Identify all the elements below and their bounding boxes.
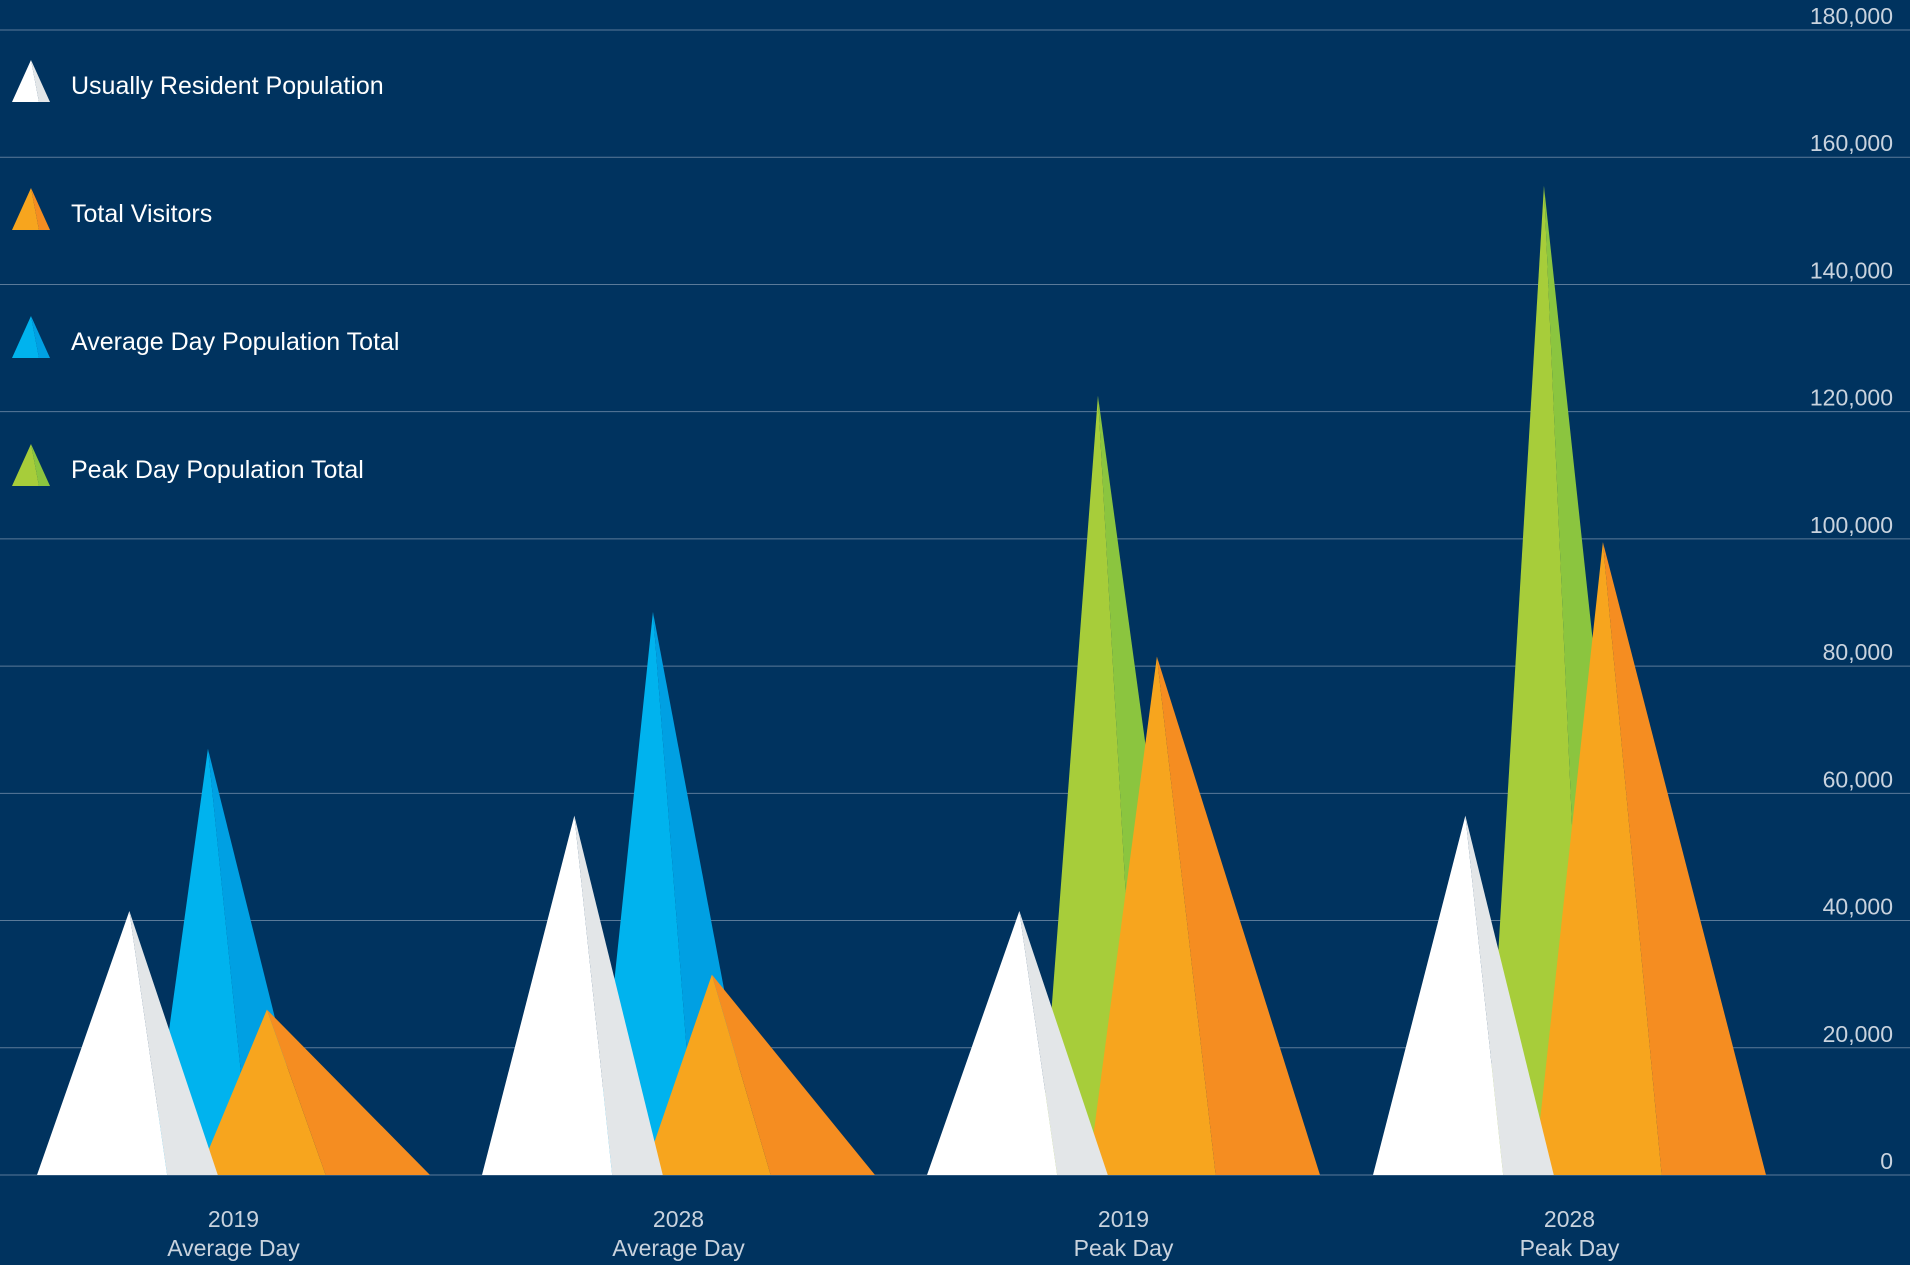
orange-triangle-icon — [12, 188, 50, 230]
legend-label: Peak Day Population Total — [71, 456, 364, 484]
legend-label: Average Day Population Total — [71, 328, 400, 356]
y-tick-label: 0 — [1880, 1148, 1893, 1174]
y-tick-label: 80,000 — [1823, 639, 1893, 665]
total-visitors-peak-shade — [711, 974, 875, 1175]
x-tick-label: Peak Day — [1520, 1235, 1620, 1261]
y-tick-label: 180,000 — [1810, 3, 1893, 29]
y-tick-label: 60,000 — [1823, 766, 1893, 792]
x-tick-label: 2019 — [208, 1206, 259, 1232]
total-visitors-peak-shade — [1156, 656, 1320, 1175]
total-population-peak-shade — [1543, 185, 1651, 1175]
blue-triangle-icon — [12, 316, 50, 358]
total-visitors-peak — [1088, 656, 1216, 1175]
y-tick-label: 120,000 — [1810, 385, 1893, 411]
resident-population-peak-shade — [574, 815, 663, 1175]
y-tick-label: 160,000 — [1810, 130, 1893, 156]
y-tick-label: 40,000 — [1823, 894, 1893, 920]
green-triangle-icon — [12, 444, 50, 486]
total-visitors-peak — [1534, 542, 1662, 1175]
x-tick-label: 2028 — [1544, 1206, 1595, 1232]
x-tick-label: 2019 — [1098, 1206, 1149, 1232]
resident-population-peak-shade — [1465, 815, 1554, 1175]
resident-population-peak — [482, 815, 613, 1175]
x-tick-label: Average Day — [167, 1235, 300, 1261]
y-tick-label: 20,000 — [1823, 1021, 1893, 1047]
total-visitors-peak-shade — [266, 1009, 430, 1175]
resident-population-peak — [1373, 815, 1504, 1175]
resident-population-peak-shade — [129, 911, 218, 1175]
total-population-peak-shade — [1097, 395, 1205, 1175]
y-tick-label: 140,000 — [1810, 257, 1893, 283]
resident-population-peak-shade — [1019, 911, 1108, 1175]
x-tick-label: Peak Day — [1074, 1235, 1174, 1261]
white-triangle-icon — [12, 60, 50, 102]
x-tick-label: Average Day — [612, 1235, 745, 1261]
legend-label: Usually Resident Population — [71, 72, 384, 100]
y-tick-label: 100,000 — [1810, 512, 1893, 538]
resident-population-peak — [927, 911, 1058, 1175]
resident-population-peak — [37, 911, 168, 1175]
legend-label: Total Visitors — [71, 200, 213, 228]
x-tick-label: 2028 — [653, 1206, 704, 1232]
total-visitors-peak — [198, 1009, 326, 1175]
total-visitors-peak-shade — [1602, 542, 1766, 1175]
total-visitors-peak — [643, 974, 771, 1175]
